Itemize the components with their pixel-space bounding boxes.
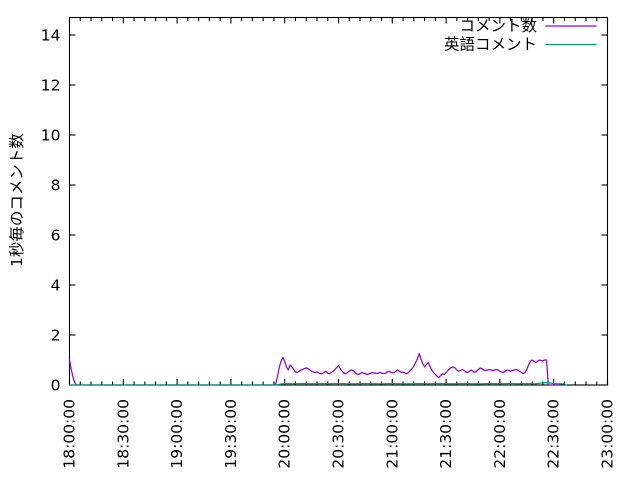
x-axis-tick-label: 20:00:00 (276, 399, 294, 469)
x-axis-minor-ticks (79, 17, 598, 385)
y-axis-tick-label: 2 (51, 327, 61, 345)
series-line-1 (68, 353, 560, 386)
y-axis-tick-label: 12 (41, 77, 61, 95)
y-axis-title: 1秒毎のコメント数 (8, 133, 26, 267)
y-axis-ticks (69, 34, 608, 386)
x-axis-tick-label: 22:00:00 (491, 399, 509, 469)
y-axis-tick-label: 4 (51, 277, 61, 295)
x-axis-tick-label: 23:00:00 (599, 399, 617, 469)
x-axis-tick-label: 19:30:00 (222, 399, 240, 469)
y-axis-tick-label: 10 (41, 127, 61, 145)
x-axis-ticks (68, 17, 609, 385)
legend-label-2: 英語コメント (444, 36, 537, 54)
x-axis-tick-labels: 18:00:00 18:30:00 19:00:00 19:30:00 20:00:00… (61, 399, 617, 469)
series-line-2 (68, 381, 567, 386)
x-axis-tick-label: 20:30:00 (330, 399, 348, 469)
data-series-group (68, 353, 567, 386)
y-axis-tick-labels: 0 2 4 6 8 10 12 14 (41, 27, 61, 395)
y-axis-tick-label: 6 (51, 227, 61, 245)
x-axis-tick-label: 21:00:00 (383, 399, 401, 469)
x-axis-tick-label: 21:30:00 (437, 399, 455, 469)
y-axis-tick-label: 0 (51, 377, 61, 395)
x-axis-tick-label: 18:00:00 (61, 399, 79, 469)
legend-label-1: コメント数 (459, 17, 537, 35)
x-axis-tick-label: 18:30:00 (114, 399, 132, 469)
y-axis-tick-label: 8 (51, 177, 61, 195)
plot-border (68, 16, 609, 386)
y-axis-tick-label: 14 (41, 27, 61, 45)
x-axis-tick-label: 22:30:00 (545, 399, 563, 469)
x-axis-tick-label: 19:00:00 (168, 399, 186, 469)
